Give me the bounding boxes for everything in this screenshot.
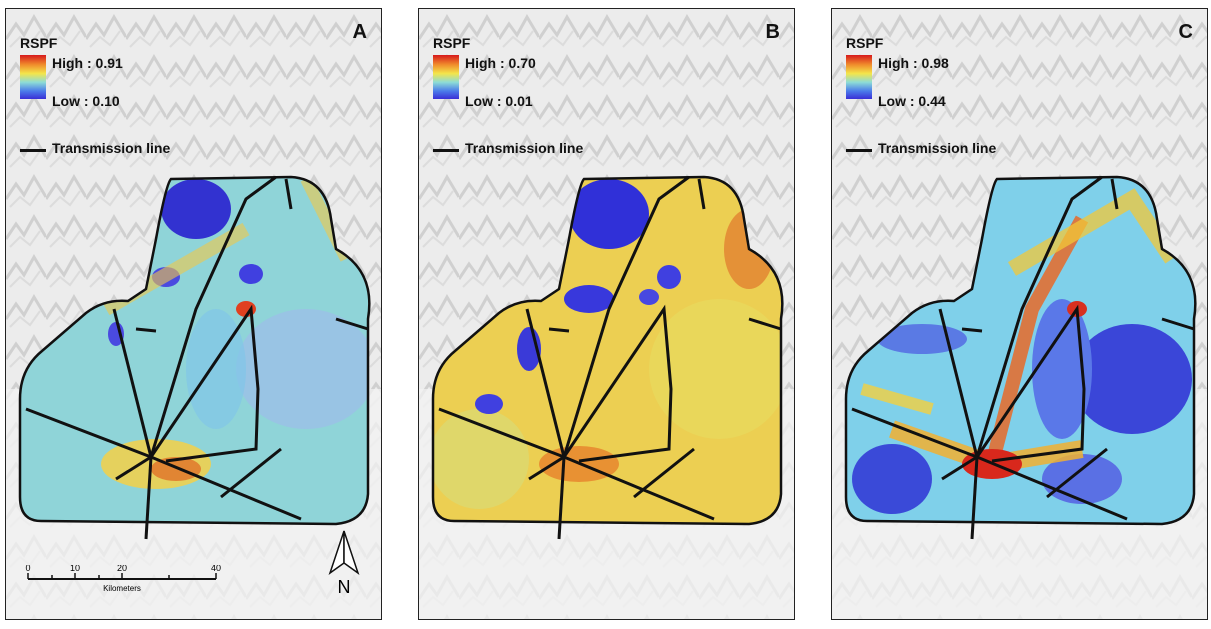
map-panel-a: A RSPF High : 0.91 Low : 0.10 Transmissi… [5,8,382,620]
map-c [832,9,1207,619]
panel-letter: A [352,21,367,43]
transmission-line-label: Transmission line [465,140,584,156]
map-b [419,9,794,619]
map-panel-b: B RSPF High : 0.70 Low : 0.01 Transmissi… [418,8,795,620]
scale-unit: Kilometers [103,584,141,593]
transmission-line-swatch [20,149,46,152]
legend-low: Low : 0.44 [878,93,946,109]
scale-tick-10: 10 [70,565,80,573]
panel-letter: B [765,21,780,43]
legend-title: RSPF [20,35,58,51]
legend-title: RSPF [846,35,884,51]
map-a [6,9,381,619]
transmission-line-label: Transmission line [52,140,171,156]
north-label: N [338,577,351,597]
color-ramp [846,55,872,99]
transmission-lines-c [851,175,1195,540]
scale-tick-0: 0 [25,565,30,573]
transmission-lines-b [438,175,782,540]
legend-high: High : 0.98 [878,55,949,71]
legend-low: Low : 0.10 [52,93,120,109]
transmission-line-label: Transmission line [878,140,997,156]
north-arrow: N [328,530,360,597]
scale-bar: 0 10 20 40 Kilometers [25,565,221,593]
scale-tick-20: 20 [117,565,127,573]
panel-letter: C [1178,21,1193,43]
transmission-line-swatch [433,149,459,152]
legend-low: Low : 0.01 [465,93,533,109]
color-ramp [20,55,46,99]
map-panel-c: C RSPF High : 0.98 Low : 0.44 Transmissi… [831,8,1208,620]
legend-high: High : 0.70 [465,55,536,71]
legend-high: High : 0.91 [52,55,123,71]
scale-tick-40: 40 [211,565,221,573]
transmission-line-swatch [846,149,872,152]
legend-title: RSPF [433,35,471,51]
transmission-lines-a [25,175,369,540]
color-ramp [433,55,459,99]
